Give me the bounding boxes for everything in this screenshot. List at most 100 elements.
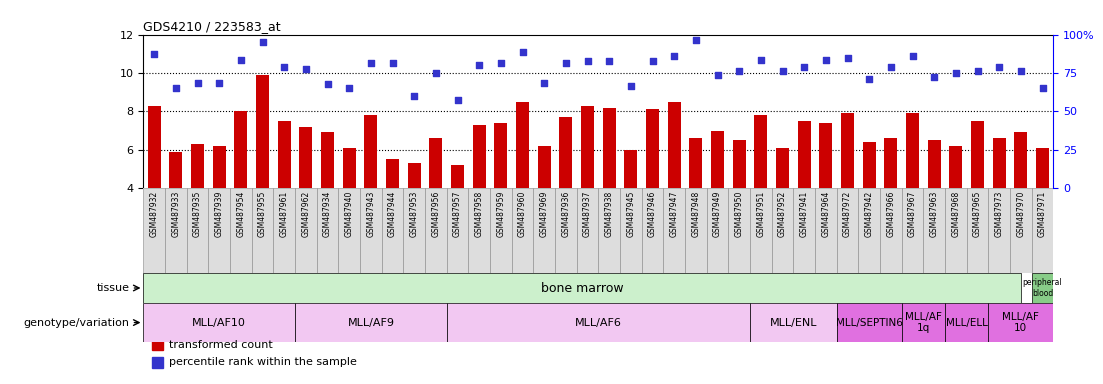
Point (622, 83, 640, 89)
Bar (538, 146, 550, 188)
Bar (512, 188, 534, 273)
Text: percentile rank within the sample: percentile rank within the sample (169, 358, 356, 367)
Bar (646, 109, 660, 188)
Bar (923, 188, 945, 273)
Bar (231, 188, 251, 273)
Bar (689, 138, 703, 188)
Point (644, 58, 662, 65)
Text: GSM487957: GSM487957 (453, 191, 462, 237)
Point (492, 60, 510, 66)
Bar (602, 108, 615, 188)
Text: GSM487951: GSM487951 (757, 191, 765, 237)
Point (167, 85, 184, 91)
Point (297, 66, 314, 72)
Point (470, 62, 488, 68)
Bar (667, 102, 681, 188)
Bar (299, 127, 312, 188)
Bar (516, 102, 529, 188)
Bar (447, 303, 750, 342)
Bar (842, 113, 854, 188)
Bar (885, 138, 898, 188)
Bar (928, 140, 941, 188)
Point (579, 58, 597, 65)
Point (947, 70, 965, 76)
Bar (642, 188, 663, 273)
Bar (152, 340, 163, 350)
Text: MLL/SEPTIN6: MLL/SEPTIN6 (836, 318, 902, 328)
Text: MLL/AF
10: MLL/AF 10 (1003, 312, 1039, 333)
Bar (473, 125, 485, 188)
Bar (360, 188, 382, 273)
Text: tissue: tissue (97, 283, 130, 293)
Bar (777, 148, 789, 188)
Text: GSM487956: GSM487956 (431, 191, 440, 237)
Point (384, 60, 401, 66)
Bar (186, 188, 208, 273)
Point (211, 79, 228, 86)
Bar (208, 188, 231, 273)
Bar (382, 188, 404, 273)
Point (709, 72, 727, 78)
Point (232, 56, 249, 63)
Bar (945, 303, 988, 342)
Text: GSM487944: GSM487944 (388, 191, 397, 237)
Text: MLL/AF9: MLL/AF9 (347, 318, 395, 328)
Point (449, 97, 467, 103)
Point (773, 68, 791, 74)
Bar (711, 131, 724, 188)
Text: GSM487933: GSM487933 (171, 191, 181, 237)
Text: GSM487964: GSM487964 (822, 191, 831, 237)
Bar (152, 357, 163, 368)
Text: MLL/ENL: MLL/ENL (770, 318, 817, 328)
Bar (902, 303, 945, 342)
Text: GSM487952: GSM487952 (778, 191, 788, 237)
Text: GSM487959: GSM487959 (496, 191, 505, 237)
Bar (902, 188, 923, 273)
Text: GSM487968: GSM487968 (952, 191, 961, 237)
Bar (317, 188, 339, 273)
Text: GSM487939: GSM487939 (215, 191, 224, 237)
Bar (148, 106, 161, 188)
Bar (404, 188, 425, 273)
Point (752, 56, 770, 63)
Bar (837, 303, 902, 342)
Bar (793, 188, 815, 273)
Text: MLL/AF6: MLL/AF6 (575, 318, 622, 328)
Point (362, 60, 379, 66)
Point (1013, 68, 1030, 74)
Bar (278, 121, 291, 188)
Text: GSM487935: GSM487935 (193, 191, 202, 237)
Bar (143, 303, 296, 342)
Bar (732, 140, 746, 188)
Text: GSM487960: GSM487960 (518, 191, 527, 237)
Bar (213, 146, 226, 188)
Bar (728, 188, 750, 273)
Bar (685, 188, 707, 273)
Text: transformed count: transformed count (169, 340, 272, 350)
Bar (364, 115, 377, 188)
Bar (797, 121, 811, 188)
Bar (945, 188, 966, 273)
Bar (534, 188, 555, 273)
Bar (1036, 148, 1049, 188)
Bar (256, 75, 269, 188)
Point (903, 53, 921, 59)
Text: GSM487961: GSM487961 (280, 191, 289, 237)
Bar (386, 159, 399, 188)
Bar (274, 188, 296, 273)
Bar (321, 132, 334, 188)
Bar (469, 188, 490, 273)
Text: GSM487937: GSM487937 (583, 191, 592, 237)
Bar (750, 188, 772, 273)
Bar (555, 188, 577, 273)
Text: GSM487943: GSM487943 (366, 191, 375, 237)
Bar (815, 188, 837, 273)
Text: GSM487955: GSM487955 (258, 191, 267, 237)
Text: MLL/AF10: MLL/AF10 (192, 318, 246, 328)
Bar (490, 188, 512, 273)
Bar (1031, 188, 1053, 273)
Point (406, 93, 424, 99)
Bar (707, 188, 728, 273)
Text: MLL/ELL: MLL/ELL (945, 318, 987, 328)
Text: GSM487965: GSM487965 (973, 191, 982, 237)
